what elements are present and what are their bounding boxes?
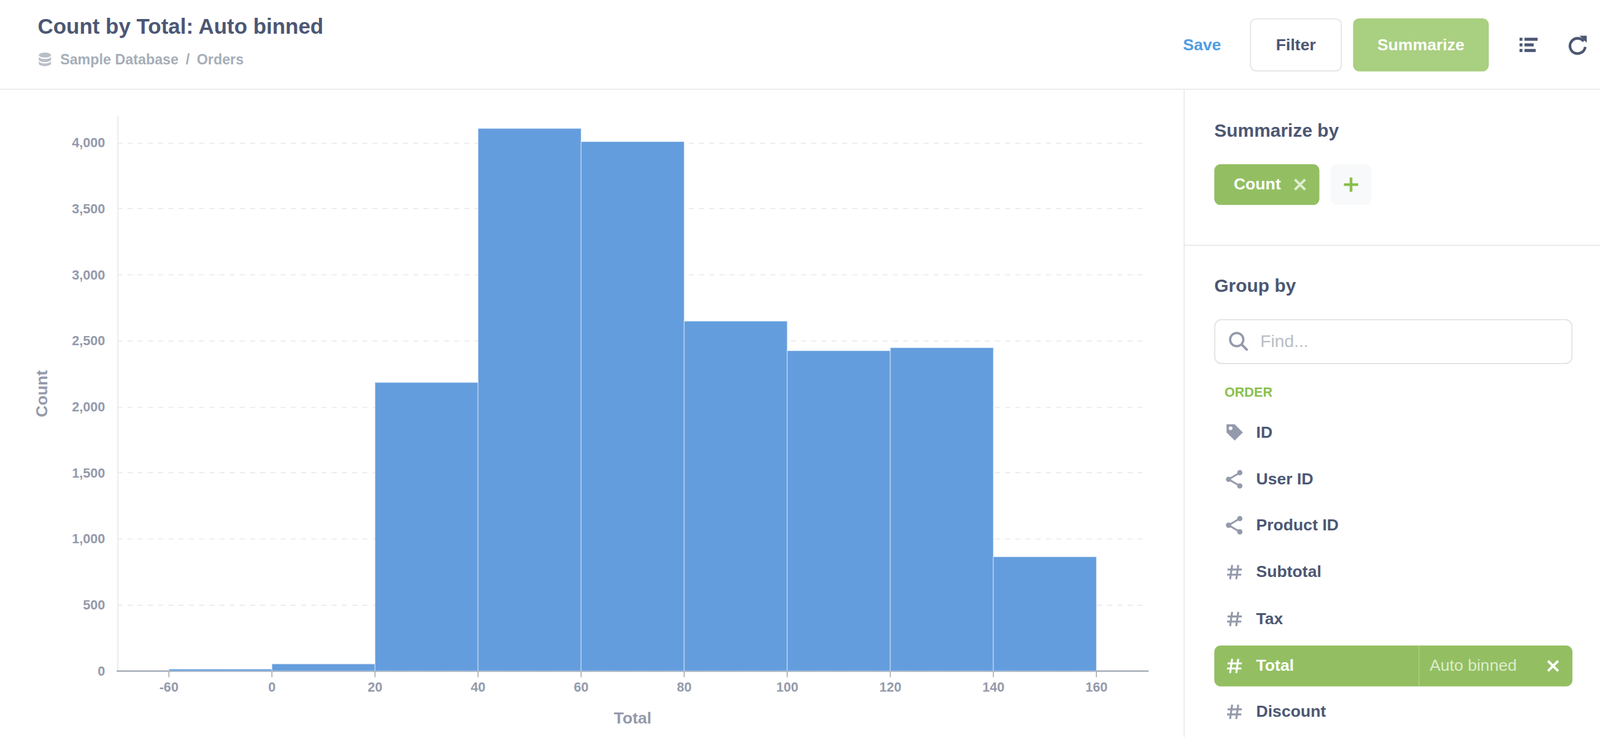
svg-text:20: 20 (367, 679, 383, 696)
html-text:Count: Count (1233, 175, 1281, 193)
svg-text:100: 100 (776, 679, 799, 696)
html-text:Count by Total: Auto binned: Count by Total: Auto binned (37, 14, 324, 38)
svg-text:4,000: 4,000 (71, 134, 105, 151)
svg-text:Count: Count (32, 369, 51, 418)
svg-text:1,500: 1,500 (71, 465, 105, 481)
html-text:Summarize by: Summarize by (1214, 120, 1339, 141)
svg-text:0: 0 (97, 663, 105, 680)
html-text:Summarize: Summarize (1377, 35, 1465, 54)
svg-text:500: 500 (82, 597, 105, 613)
svg-text:160: 160 (1085, 679, 1108, 696)
html-text:ORDER: ORDER (1224, 384, 1273, 400)
html-text:Total: Total (1256, 656, 1294, 674)
html-text:Auto binned: Auto binned (1429, 656, 1517, 674)
svg-text:3,500: 3,500 (71, 201, 105, 217)
svg-text:2,500: 2,500 (71, 333, 105, 349)
svg-text:Total: Total (613, 709, 652, 728)
html-text:Save: Save (1182, 35, 1222, 54)
svg-text:3,000: 3,000 (71, 267, 105, 283)
html-text:Sample Database: Sample Database (60, 51, 179, 68)
svg-text:40: 40 (470, 679, 486, 696)
html-text:Subtotal: Subtotal (1256, 563, 1322, 581)
html-text:User ID: User ID (1256, 470, 1314, 488)
svg-text:-60: -60 (159, 679, 179, 696)
html-text:Orders: Orders (196, 51, 244, 68)
html-text:Find...: Find... (1260, 331, 1309, 352)
svg-text:80: 80 (676, 679, 692, 696)
html-text:Product ID: Product ID (1256, 516, 1339, 535)
html-text:Discount: Discount (1256, 703, 1326, 721)
svg-text:120: 120 (879, 679, 902, 696)
svg-text:2,000: 2,000 (71, 399, 105, 415)
svg-text:60: 60 (573, 679, 589, 696)
svg-text:0: 0 (268, 679, 276, 696)
svg-text:1,000: 1,000 (71, 531, 105, 547)
html-text:ID: ID (1256, 423, 1273, 441)
html-text:Tax: Tax (1256, 610, 1284, 628)
html-text:Group by: Group by (1214, 275, 1296, 296)
svg-text:140: 140 (982, 679, 1005, 696)
html-text:Filter: Filter (1275, 35, 1316, 54)
